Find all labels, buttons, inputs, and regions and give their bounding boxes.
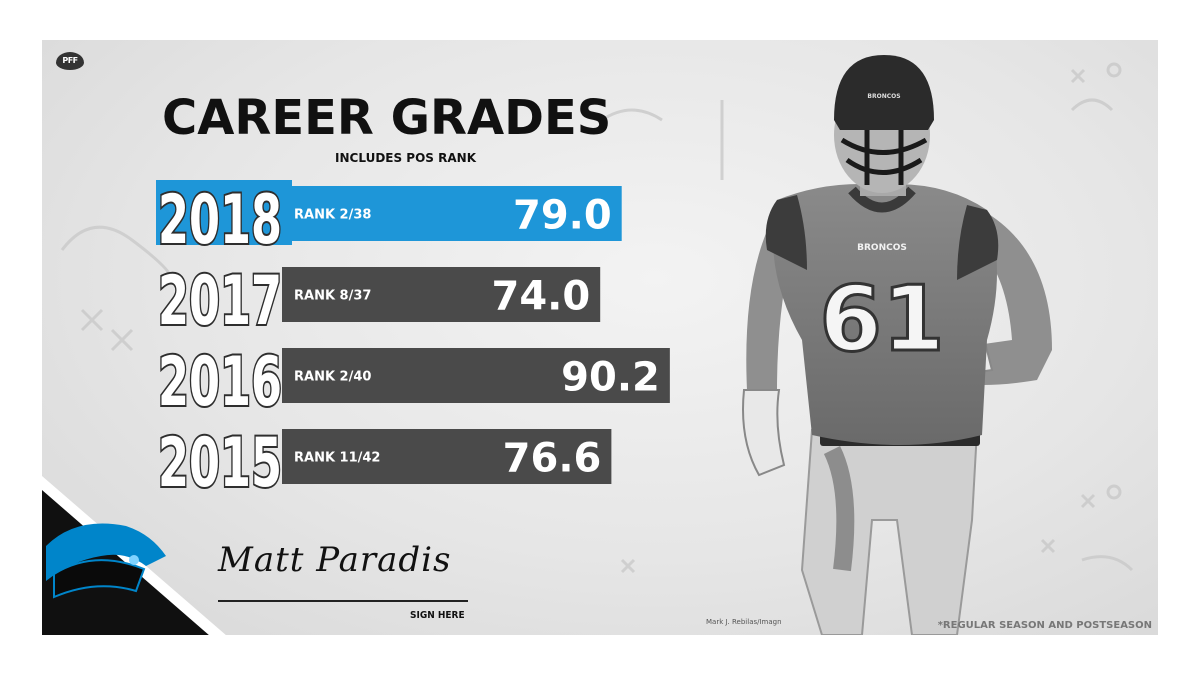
play-x-mark	[80, 308, 104, 332]
player-photo: BRONCOS 61 BRONCOS	[742, 55, 1052, 635]
jersey-number: 61	[819, 267, 944, 372]
play-x-mark	[1040, 538, 1056, 554]
chart-subtitle: INCLUDES POS RANK	[335, 151, 477, 165]
sign-here-label: SIGN HERE	[410, 610, 465, 621]
grade-value-label: 76.6	[503, 436, 602, 482]
rank-label: RANK 2/40	[294, 370, 371, 385]
player-signature: Matt Paradis	[218, 540, 452, 580]
bars-group: 2018 RANK 2/38 79.0 2017 RANK 8/37 74.0 2016 RA…	[156, 179, 670, 505]
play-arrow-curve	[60, 225, 174, 281]
play-x-mark	[1080, 493, 1096, 509]
grade-value-label: 90.2	[561, 355, 660, 401]
panthers-logo-corner	[42, 476, 226, 635]
helmet-wordmark: BRONCOS	[867, 93, 900, 100]
year-label: 2015	[158, 424, 282, 503]
play-arrow-curve	[1081, 555, 1134, 572]
chart-title: CAREER GRADES	[162, 90, 611, 146]
grade-bar-2016	[282, 348, 670, 403]
grade-value-label: 74.0	[491, 274, 590, 320]
photo-credit: Mark J. Rebilas/Imagn	[706, 618, 782, 626]
career-grades-graphic: PFF CAREER GRADES INCLUDES POS RANK 2018…	[42, 40, 1158, 635]
pff-logo: PFF	[56, 52, 84, 70]
rank-label: RANK 11/42	[294, 451, 380, 466]
grade-bar-2015	[282, 429, 612, 484]
rank-label: RANK 2/38	[294, 208, 371, 223]
grade-value-label: 79.0	[513, 193, 612, 239]
rank-label: RANK 8/37	[294, 289, 371, 304]
playbook-background	[60, 62, 1134, 574]
grade-bar-2018	[282, 186, 622, 241]
panther-head-icon	[46, 523, 166, 599]
signature-line	[218, 600, 468, 602]
play-o-mark	[1106, 62, 1122, 78]
year-highlight-2018	[156, 180, 292, 245]
play-x-mark	[620, 558, 636, 574]
player-body: BRONCOS 61 BRONCOS	[742, 55, 1052, 635]
jersey-wordmark: BRONCOS	[857, 243, 907, 253]
footnote: *REGULAR SEASON AND POSTSEASON	[937, 620, 1152, 631]
play-x-mark	[110, 328, 134, 352]
play-arrow-curve	[601, 108, 663, 122]
year-label: 2018	[158, 181, 282, 260]
year-label: 2016	[158, 343, 282, 422]
career-grades-chart: CAREER GRADES INCLUDES POS RANK 2018 RANK…	[156, 90, 670, 505]
year-label: 2017	[158, 262, 282, 341]
grade-bar-2017	[282, 267, 601, 322]
play-o-mark	[1106, 484, 1122, 500]
play-arrow-curve	[1070, 98, 1114, 112]
play-x-mark	[1070, 68, 1086, 84]
